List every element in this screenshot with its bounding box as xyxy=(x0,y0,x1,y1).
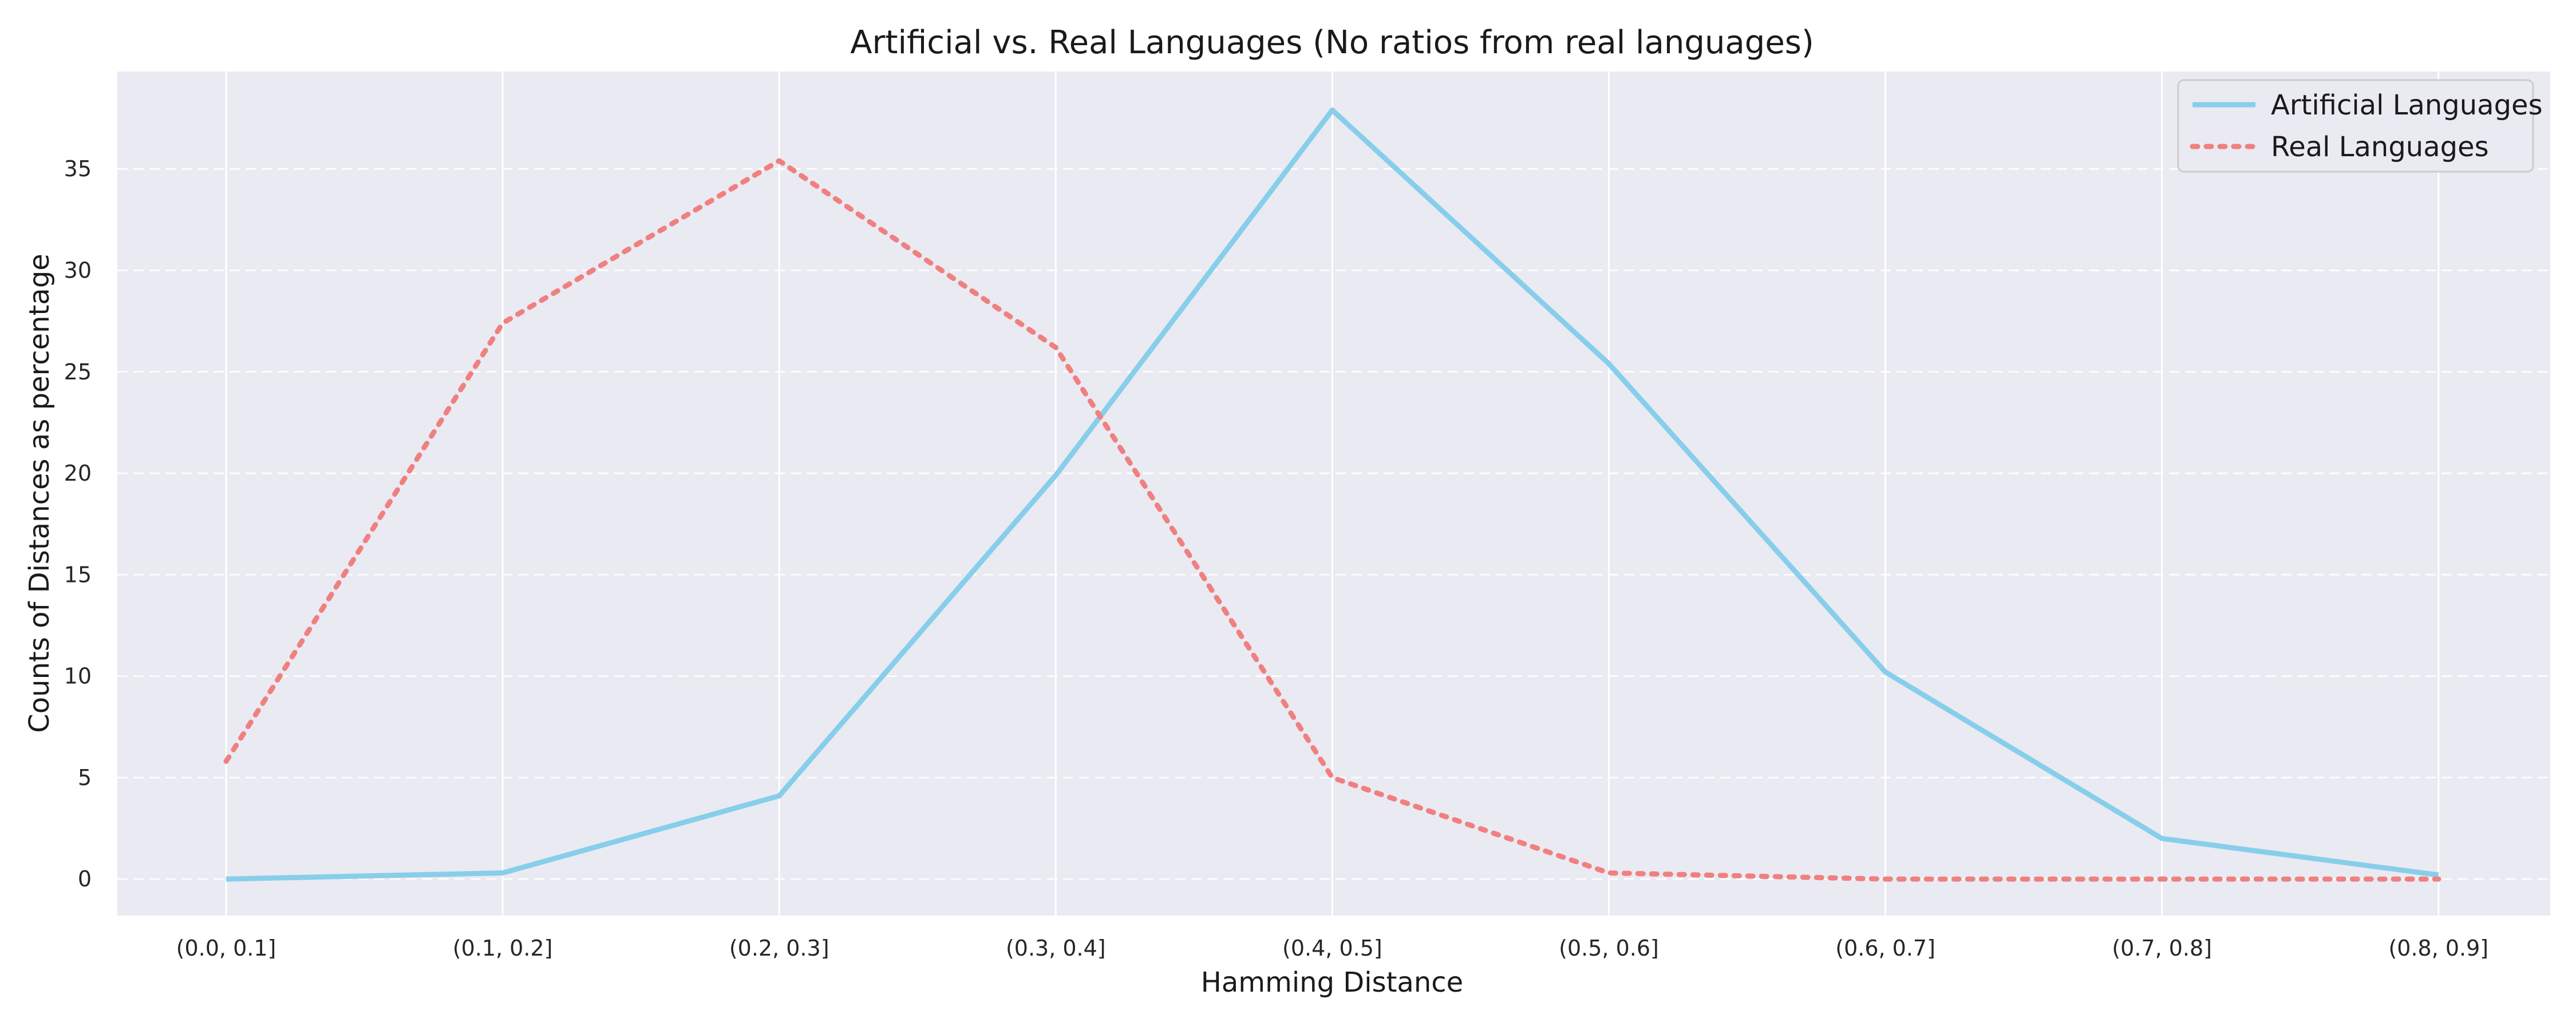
x-tick-label: (0.1, 0.2] xyxy=(453,936,553,961)
x-tick-label: (0.2, 0.3] xyxy=(729,936,829,961)
y-tick-label: 20 xyxy=(64,461,92,486)
y-tick-label: 15 xyxy=(64,562,92,587)
chart-title: Artificial vs. Real Languages (No ratios… xyxy=(850,24,1814,61)
x-tick-label: (0.8, 0.9] xyxy=(2388,936,2488,961)
y-tick-label: 5 xyxy=(78,765,92,790)
legend-box xyxy=(2177,79,2534,173)
plot-area xyxy=(117,72,2550,916)
x-tick-label: (0.5, 0.6] xyxy=(1559,936,1659,961)
x-axis-label: Hamming Distance xyxy=(1201,966,1463,999)
series-layer xyxy=(223,107,2441,882)
y-tick-label: 0 xyxy=(78,866,92,892)
x-tick-label: (0.6, 0.7] xyxy=(1835,936,1935,961)
y-axis-label: Counts of Distances as percentage xyxy=(23,253,56,732)
x-tick-label: (0.7, 0.8] xyxy=(2112,936,2212,961)
x-tick-label: (0.0, 0.1] xyxy=(176,936,276,961)
y-tick-label: 25 xyxy=(64,359,92,385)
legend-label-artificial: Artificial Languages xyxy=(2271,89,2543,121)
x-tick-labels: (0.0, 0.1] (0.1, 0.2] (0.2, 0.3] (0.3, 0.4]… xyxy=(176,936,2488,961)
x-tick-label: (0.3, 0.4] xyxy=(1006,936,1106,961)
legend-label-real: Real Languages xyxy=(2271,131,2489,163)
series-line-artificial xyxy=(226,107,2439,882)
y-tick-label: 10 xyxy=(64,664,92,689)
legend: Artificial Languages Real Languages xyxy=(2177,79,2543,173)
y-tick-label: 30 xyxy=(64,258,92,283)
y-tick-label: 35 xyxy=(64,156,92,181)
series-line-real xyxy=(223,158,2441,882)
x-tick-label: (0.4, 0.5] xyxy=(1282,936,1382,961)
y-tick-labels: 0 5 10 15 20 25 30 35 xyxy=(64,156,92,892)
